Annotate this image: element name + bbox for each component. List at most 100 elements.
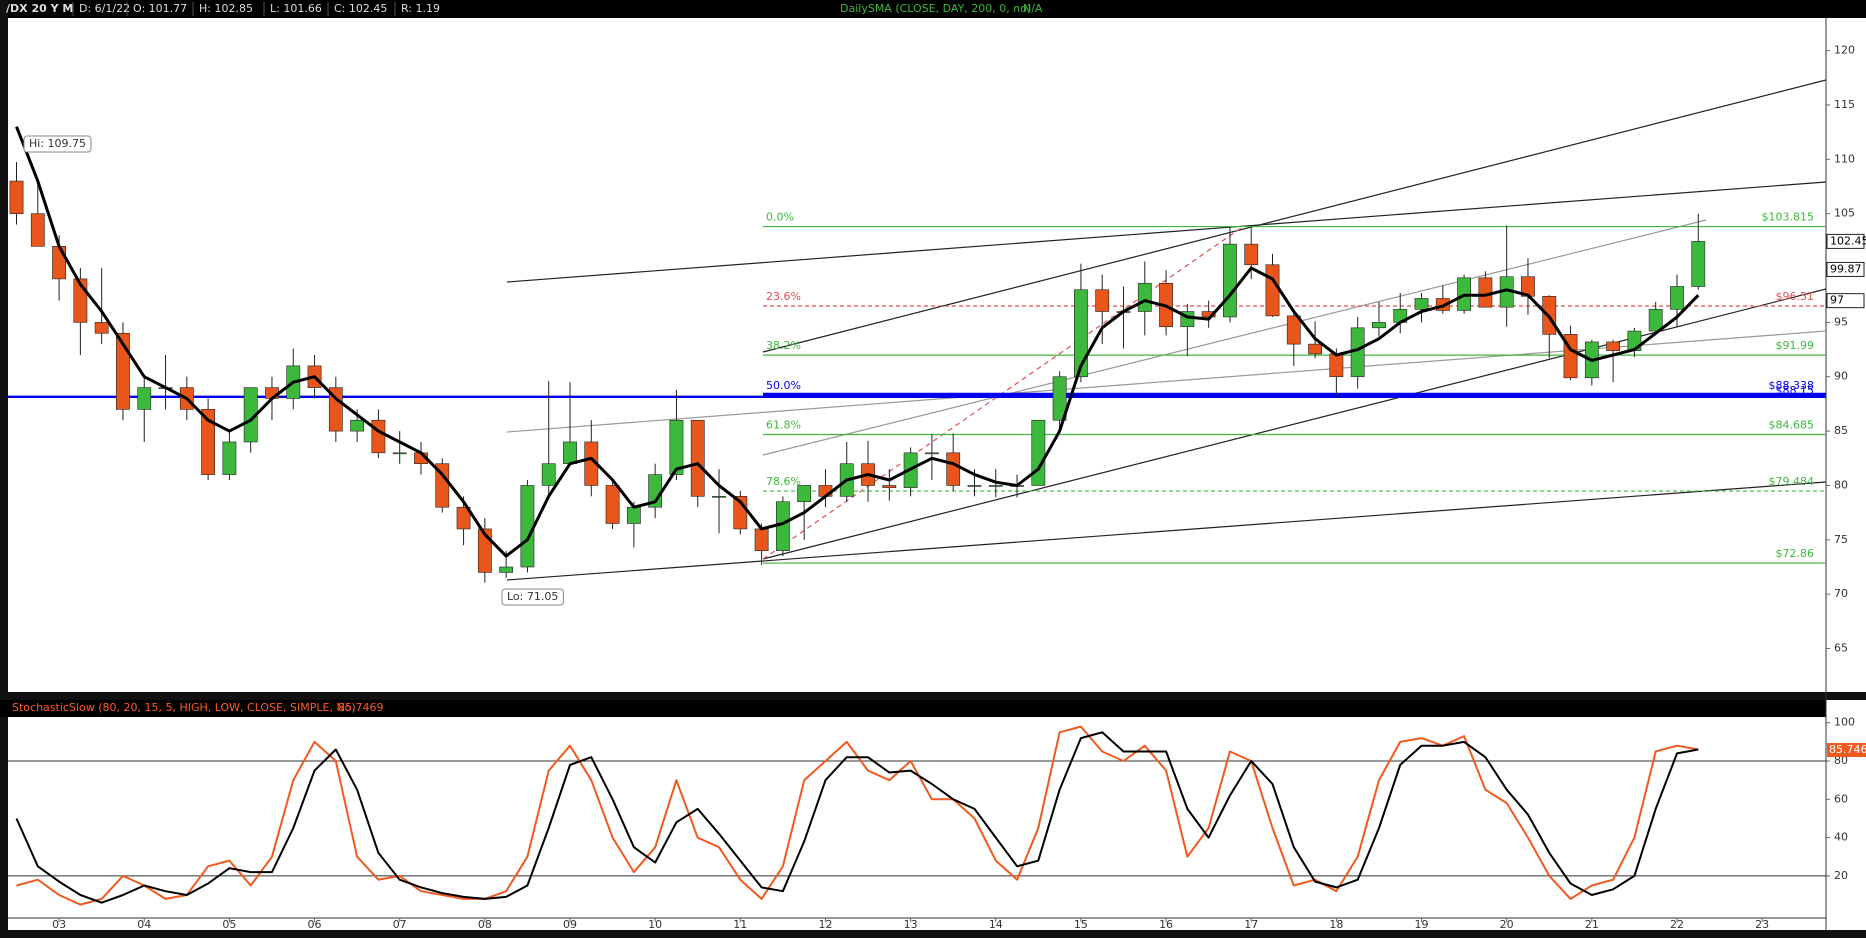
trend-line [506, 481, 1826, 581]
y-tick-label: 95 [1834, 315, 1848, 328]
x-tick-label: 08 [478, 918, 492, 931]
plot-layer [8, 725, 1826, 906]
x-tick-label: 09 [563, 918, 577, 931]
trend-line [762, 219, 1707, 456]
header-field: C: 102.45 [334, 2, 387, 15]
x-tick-label: 16 [1159, 918, 1173, 931]
candle-body [371, 419, 386, 454]
fib-price: $91.99 [1776, 339, 1815, 352]
candle-body [1244, 243, 1259, 266]
header-field: R: 1.19 [401, 2, 440, 15]
candle-body [563, 441, 577, 465]
trend-line [506, 181, 1826, 283]
candle-body [1052, 376, 1067, 421]
x-tick-label: 21 [1585, 918, 1599, 931]
header-field: L: 101.66 [270, 2, 322, 15]
fib-trend-line [762, 225, 1245, 560]
candle-body [137, 387, 152, 410]
annotation-box [23, 135, 92, 153]
price-box-label: 99.87 [1830, 262, 1862, 275]
trend-line [762, 79, 1826, 353]
candle-body [1372, 322, 1386, 329]
candle-body [797, 485, 812, 503]
candle-body [1031, 419, 1046, 486]
candle-body [222, 441, 237, 475]
candle-body [1606, 341, 1621, 351]
x-tick-label: 10 [648, 918, 662, 931]
candle-body [1329, 353, 1344, 378]
left-edge [0, 0, 8, 938]
candle-body [1414, 298, 1429, 310]
candle-body [1670, 286, 1684, 310]
trend-line [762, 288, 1826, 560]
header-field: O: 101.77 [133, 2, 187, 15]
x-tick-label: 11 [733, 918, 747, 931]
stochastic-label: StochasticSlow (80, 20, 15, 5, HIGH, LOW… [12, 701, 356, 714]
candle-body [988, 485, 1003, 487]
y-tick-label: 90 [1834, 370, 1848, 383]
y-tick-label: 120 [1834, 44, 1855, 57]
candle-body [520, 485, 535, 568]
y-tick-label: 40 [1834, 831, 1848, 844]
candle-body [690, 419, 705, 497]
fib-percent: 0.0% [766, 211, 794, 224]
fib-price: $84.685 [1769, 419, 1815, 432]
fib-price: $88.338 [1769, 379, 1815, 392]
candle-body [1223, 243, 1237, 318]
candle-body [967, 485, 982, 487]
last-value-label: 85.7469 [1829, 743, 1866, 756]
x-tick-label: 12 [818, 918, 832, 931]
candle-body [946, 452, 961, 486]
y-tick-label: 115 [1834, 98, 1855, 111]
drawing-lines [506, 79, 1826, 581]
study-header-bar [0, 700, 1826, 717]
candle-body [201, 409, 216, 475]
candle-body [94, 322, 109, 334]
candle-body [1286, 315, 1301, 345]
candle-body [499, 566, 514, 573]
price-box-label: 97 [1830, 294, 1844, 307]
candle-body [1074, 289, 1088, 378]
x-tick-label: 19 [1415, 918, 1429, 931]
x-tick-label: 15 [1074, 918, 1088, 931]
candle-body [30, 213, 45, 247]
study-label: DailySMA (CLOSE, DAY, 200, 0, no) [840, 2, 1031, 15]
y-tick-label: 60 [1834, 792, 1848, 805]
candle-body [1265, 264, 1280, 317]
fib-percent: 38.2% [766, 339, 801, 352]
fib-percent: 50.0% [766, 379, 801, 392]
fib-percent: 78.6% [766, 475, 801, 488]
candle-body [52, 245, 66, 280]
header-bar [0, 0, 1866, 18]
candle-body [754, 528, 769, 551]
fib-price: $103.815 [1762, 211, 1815, 224]
candle-body [669, 419, 684, 475]
candle-body [116, 332, 130, 410]
candle-body [1648, 309, 1663, 332]
x-tick-label: 03 [52, 918, 66, 931]
x-tick-label: 18 [1329, 918, 1343, 931]
x-tick-label: 06 [308, 918, 322, 931]
candle-body [605, 485, 620, 524]
candle-body [1308, 343, 1322, 355]
candle-body [1691, 241, 1706, 287]
annotation-label: Lo: 71.05 [507, 590, 558, 603]
y-tick-label: 110 [1834, 152, 1855, 165]
candle-body [392, 452, 407, 455]
y-tick-label: 65 [1834, 642, 1848, 655]
candle-body [882, 485, 897, 488]
header-field: D: 6/1/22 [79, 2, 130, 15]
fib-price: $79.484 [1769, 475, 1815, 488]
x-tick-label: 22 [1670, 918, 1684, 931]
moving-average [15, 126, 1700, 558]
candle-body [626, 506, 641, 524]
trend-line [506, 330, 1826, 433]
candle-body [541, 463, 556, 486]
y-tick-label: 80 [1834, 754, 1848, 767]
header-field: H: 102.85 [199, 2, 253, 15]
x-tick-label: 14 [989, 918, 1003, 931]
x-tick-label: 04 [137, 918, 151, 931]
